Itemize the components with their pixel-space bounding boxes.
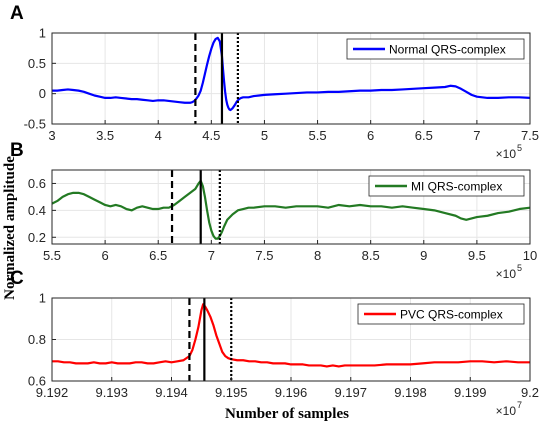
- x-tick-label: 7: [208, 248, 215, 263]
- panel-c: 9.192 9.193 9.194 9.195 9.196 9.197 9.198 9.199…: [10, 268, 539, 418]
- panel-letter: A: [10, 3, 24, 24]
- legend-label: Normal QRS-complex: [389, 43, 506, 57]
- y-tick-label: 1: [39, 291, 46, 306]
- x-tick-label: 9.192: [36, 385, 69, 400]
- y-axis-label: Normalized amplitude: [2, 156, 18, 300]
- x-exponent-power: 5: [517, 263, 522, 273]
- x-tick-label: 3: [48, 128, 55, 143]
- series-line: [51, 179, 531, 240]
- series-line: [52, 36, 531, 112]
- y-tick-label: 0.4: [28, 203, 46, 218]
- legend: Normal QRS-complex: [346, 38, 525, 60]
- x-tick-label: 5.5: [309, 128, 327, 143]
- x-tick-label: 6: [101, 248, 108, 263]
- axes-frame: [51, 169, 531, 245]
- x-tick-label: 5.5: [43, 248, 61, 263]
- x-exponent-label: ×10: [496, 147, 517, 161]
- x-axis-label: Number of samples: [225, 406, 349, 422]
- legend-label: MI QRS-complex: [411, 180, 502, 194]
- y-tick-label: 0.8: [28, 332, 46, 347]
- x-tick-label: 7: [473, 128, 480, 143]
- y-tick-label: 0.6: [28, 374, 46, 389]
- x-tick-label: 8.5: [362, 248, 380, 263]
- y-tick-label: 0.6: [28, 176, 46, 191]
- x-exponent-power: 5: [517, 143, 522, 153]
- x-tick-label: 9.195: [215, 385, 248, 400]
- y-tick-label: 1: [39, 26, 46, 41]
- y-tick-label: 0.5: [28, 56, 46, 71]
- panel-a: 3 3.5 4 4.5 5 5.5 6 6.5 7 7.5-0.500.51×10 5ANormal…: [10, 3, 539, 161]
- x-tick-label: 9.197: [334, 385, 367, 400]
- x-tick-label: 9.199: [454, 385, 487, 400]
- x-exponent-power: 7: [517, 400, 522, 410]
- x-tick-label: 8: [314, 248, 321, 263]
- legend-box: [368, 175, 525, 197]
- x-tick-label: 10: [523, 248, 537, 263]
- legend-box: [357, 303, 525, 325]
- x-tick-label: 6.5: [415, 128, 433, 143]
- x-tick-label: 9: [420, 248, 427, 263]
- x-exponent-label: ×10: [496, 404, 517, 418]
- x-tick-label: 9.193: [95, 385, 128, 400]
- panel-letter: B: [10, 140, 24, 161]
- axes-frame: [51, 32, 531, 125]
- legend: MI QRS-complex: [368, 175, 525, 197]
- x-tick-label: 6.5: [149, 248, 167, 263]
- x-tick-label: 4: [155, 128, 162, 143]
- x-tick-label: 6: [367, 128, 374, 143]
- series-line: [52, 303, 530, 368]
- x-tick-label: 7.5: [521, 128, 539, 143]
- x-exponent-label: ×10: [496, 267, 517, 281]
- x-tick-label: 9.2: [521, 385, 539, 400]
- legend-box: [346, 38, 525, 60]
- x-tick-label: 7.5: [255, 248, 273, 263]
- y-tick-label: -0.5: [24, 117, 46, 132]
- panel-letter: C: [10, 268, 24, 289]
- x-tick-label: 9.5: [468, 248, 486, 263]
- legend: PVC QRS-complex: [357, 303, 525, 325]
- x-tick-label: 3.5: [96, 128, 114, 143]
- y-tick-label: 0.2: [28, 230, 46, 245]
- legend-label: PVC QRS-complex: [400, 308, 503, 322]
- x-tick-label: 9.196: [275, 385, 308, 400]
- x-tick-label: 9.198: [394, 385, 427, 400]
- y-tick-label: 0: [39, 86, 46, 101]
- x-tick-label: 9.194: [155, 385, 188, 400]
- x-tick-label: 4.5: [202, 128, 220, 143]
- x-tick-label: 5: [261, 128, 268, 143]
